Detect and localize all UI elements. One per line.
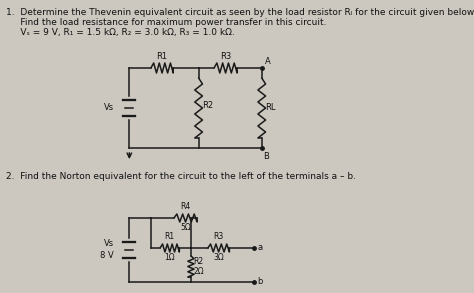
Text: B: B (263, 152, 269, 161)
Text: RL: RL (265, 103, 275, 113)
Text: 1.  Determine the Thevenin equivalent circuit as seen by the load resistor Rₗ fo: 1. Determine the Thevenin equivalent cir… (6, 8, 474, 17)
Text: R1: R1 (156, 52, 168, 61)
Text: R3: R3 (213, 232, 224, 241)
Text: R3: R3 (220, 52, 231, 61)
Text: Vₛ = 9 V, R₁ = 1.5 kΩ, R₂ = 3.0 kΩ, R₃ = 1.0 kΩ.: Vₛ = 9 V, R₁ = 1.5 kΩ, R₂ = 3.0 kΩ, R₃ =… (6, 28, 235, 37)
Text: b: b (257, 277, 263, 287)
Text: R2: R2 (193, 256, 203, 265)
Text: A: A (265, 57, 271, 66)
Text: R1: R1 (164, 232, 175, 241)
Text: Vs: Vs (104, 239, 114, 248)
Text: R2: R2 (202, 101, 213, 110)
Text: 5Ω: 5Ω (180, 223, 191, 232)
Text: 3Ω: 3Ω (213, 253, 224, 262)
Text: 1Ω: 1Ω (164, 253, 175, 262)
Text: Vs: Vs (104, 103, 114, 113)
Text: 2.  Find the Norton equivalent for the circuit to the left of the terminals a – : 2. Find the Norton equivalent for the ci… (6, 172, 356, 181)
Text: 8 V: 8 V (100, 251, 114, 260)
Text: Find the load resistance for maximum power transfer in this circuit.: Find the load resistance for maximum pow… (6, 18, 327, 27)
Text: a: a (257, 243, 262, 253)
Text: R4: R4 (181, 202, 191, 211)
Text: 2Ω: 2Ω (193, 267, 204, 275)
